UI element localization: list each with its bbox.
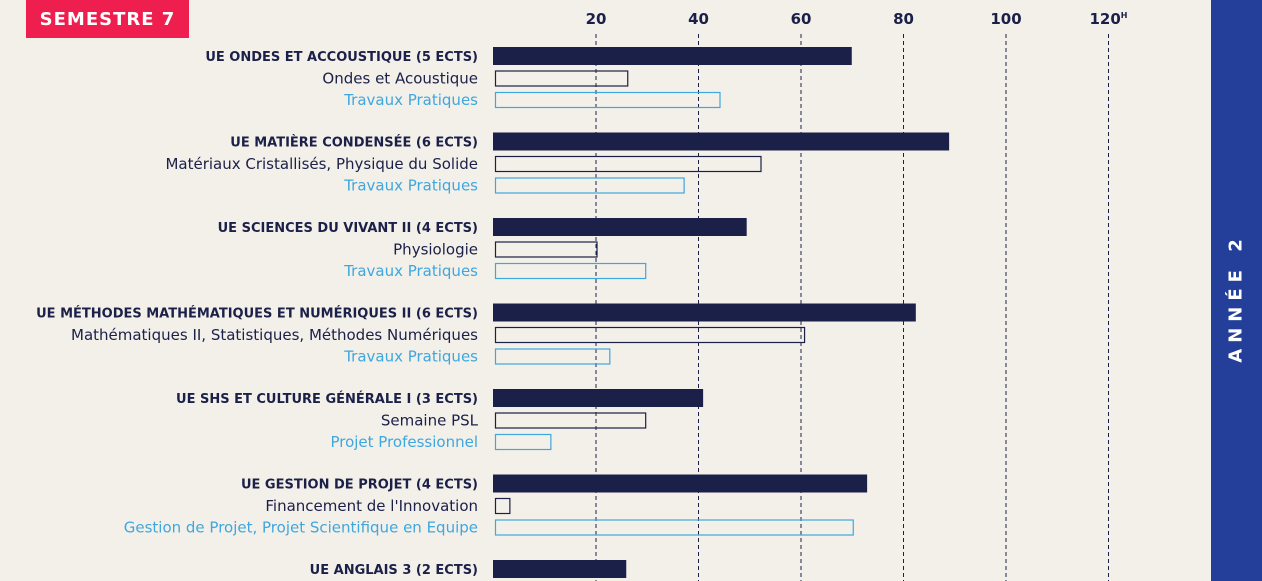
x-tick-label: 80 [893,10,914,28]
ue-bar [493,218,747,236]
practical-label: Gestion de Projet, Projet Scientifique e… [124,519,478,537]
practical-bar [494,348,611,365]
x-tick-label: 20 [586,10,607,28]
practical-label: Projet Professionnel [330,433,478,451]
x-tick-label: 100 [990,10,1021,28]
course-label: Matériaux Cristallisés, Physique du Soli… [165,155,478,173]
practical-label: Travaux Pratiques [343,348,478,366]
semester-badge: SEMESTRE 7 [26,0,189,38]
ue-label: UE MÉTHODES MATHÉMATIQUES ET NUMÉRIQUES … [36,306,478,322]
practical-label: Travaux Pratiques [343,91,478,109]
x-tick-label: 40 [688,10,709,28]
course-bar [494,326,806,344]
ue-label: UE SHS ET CULTURE GÉNÉRALE I (3 ECTS) [176,391,478,407]
course-label: Semaine PSL [381,412,479,430]
ue-label: UE MATIÈRE CONDENSÉE (6 ECTS) [230,135,478,151]
year-label: ANNÉE 2 [1225,233,1247,363]
ue-label: UE ONDES ET ACCOUSTIQUE (5 ECTS) [205,50,478,65]
x-tick-unit: H [1121,11,1128,20]
practical-label: Travaux Pratiques [343,177,478,195]
hours-bar-chart: 20 40 60 80 100 120H UE ONDES ET ACCOUSTIQUE (… [36,10,1128,581]
course-label: Financement de l'Innovation [265,497,478,515]
ue-bar [493,560,627,578]
practical-bar [494,177,685,194]
ue-bar [493,132,950,151]
course-bar [494,241,598,258]
course-label: Physiologie [393,241,478,259]
ue-bar [493,47,852,65]
course-bar [494,155,762,173]
course-label: Ondes et Acoustique [322,70,478,88]
course-bar [494,70,629,87]
ue-bar [493,303,916,322]
x-tick-label: 60 [791,10,812,28]
practical-bar [494,519,854,536]
practical-bar [494,91,721,109]
x-tick-label: 120H [1089,10,1127,28]
ue-label: UE GESTION DE PROJET (4 ECTS) [241,478,478,493]
course-label: Mathématiques II, Statistiques, Méthodes… [71,326,478,344]
course-bar [494,497,511,515]
year-band [1211,0,1262,581]
practical-bar [494,262,647,280]
practical-label: Travaux Pratiques [343,262,478,280]
ue-bar [493,474,868,493]
practical-bar [494,433,552,451]
ue-label: UE ANGLAIS 3 (2 ECTS) [310,563,478,578]
ue-label: UE SCIENCES DU VIVANT II (4 ECTS) [218,221,478,236]
ue-bar [493,389,704,407]
course-bar [494,412,647,429]
